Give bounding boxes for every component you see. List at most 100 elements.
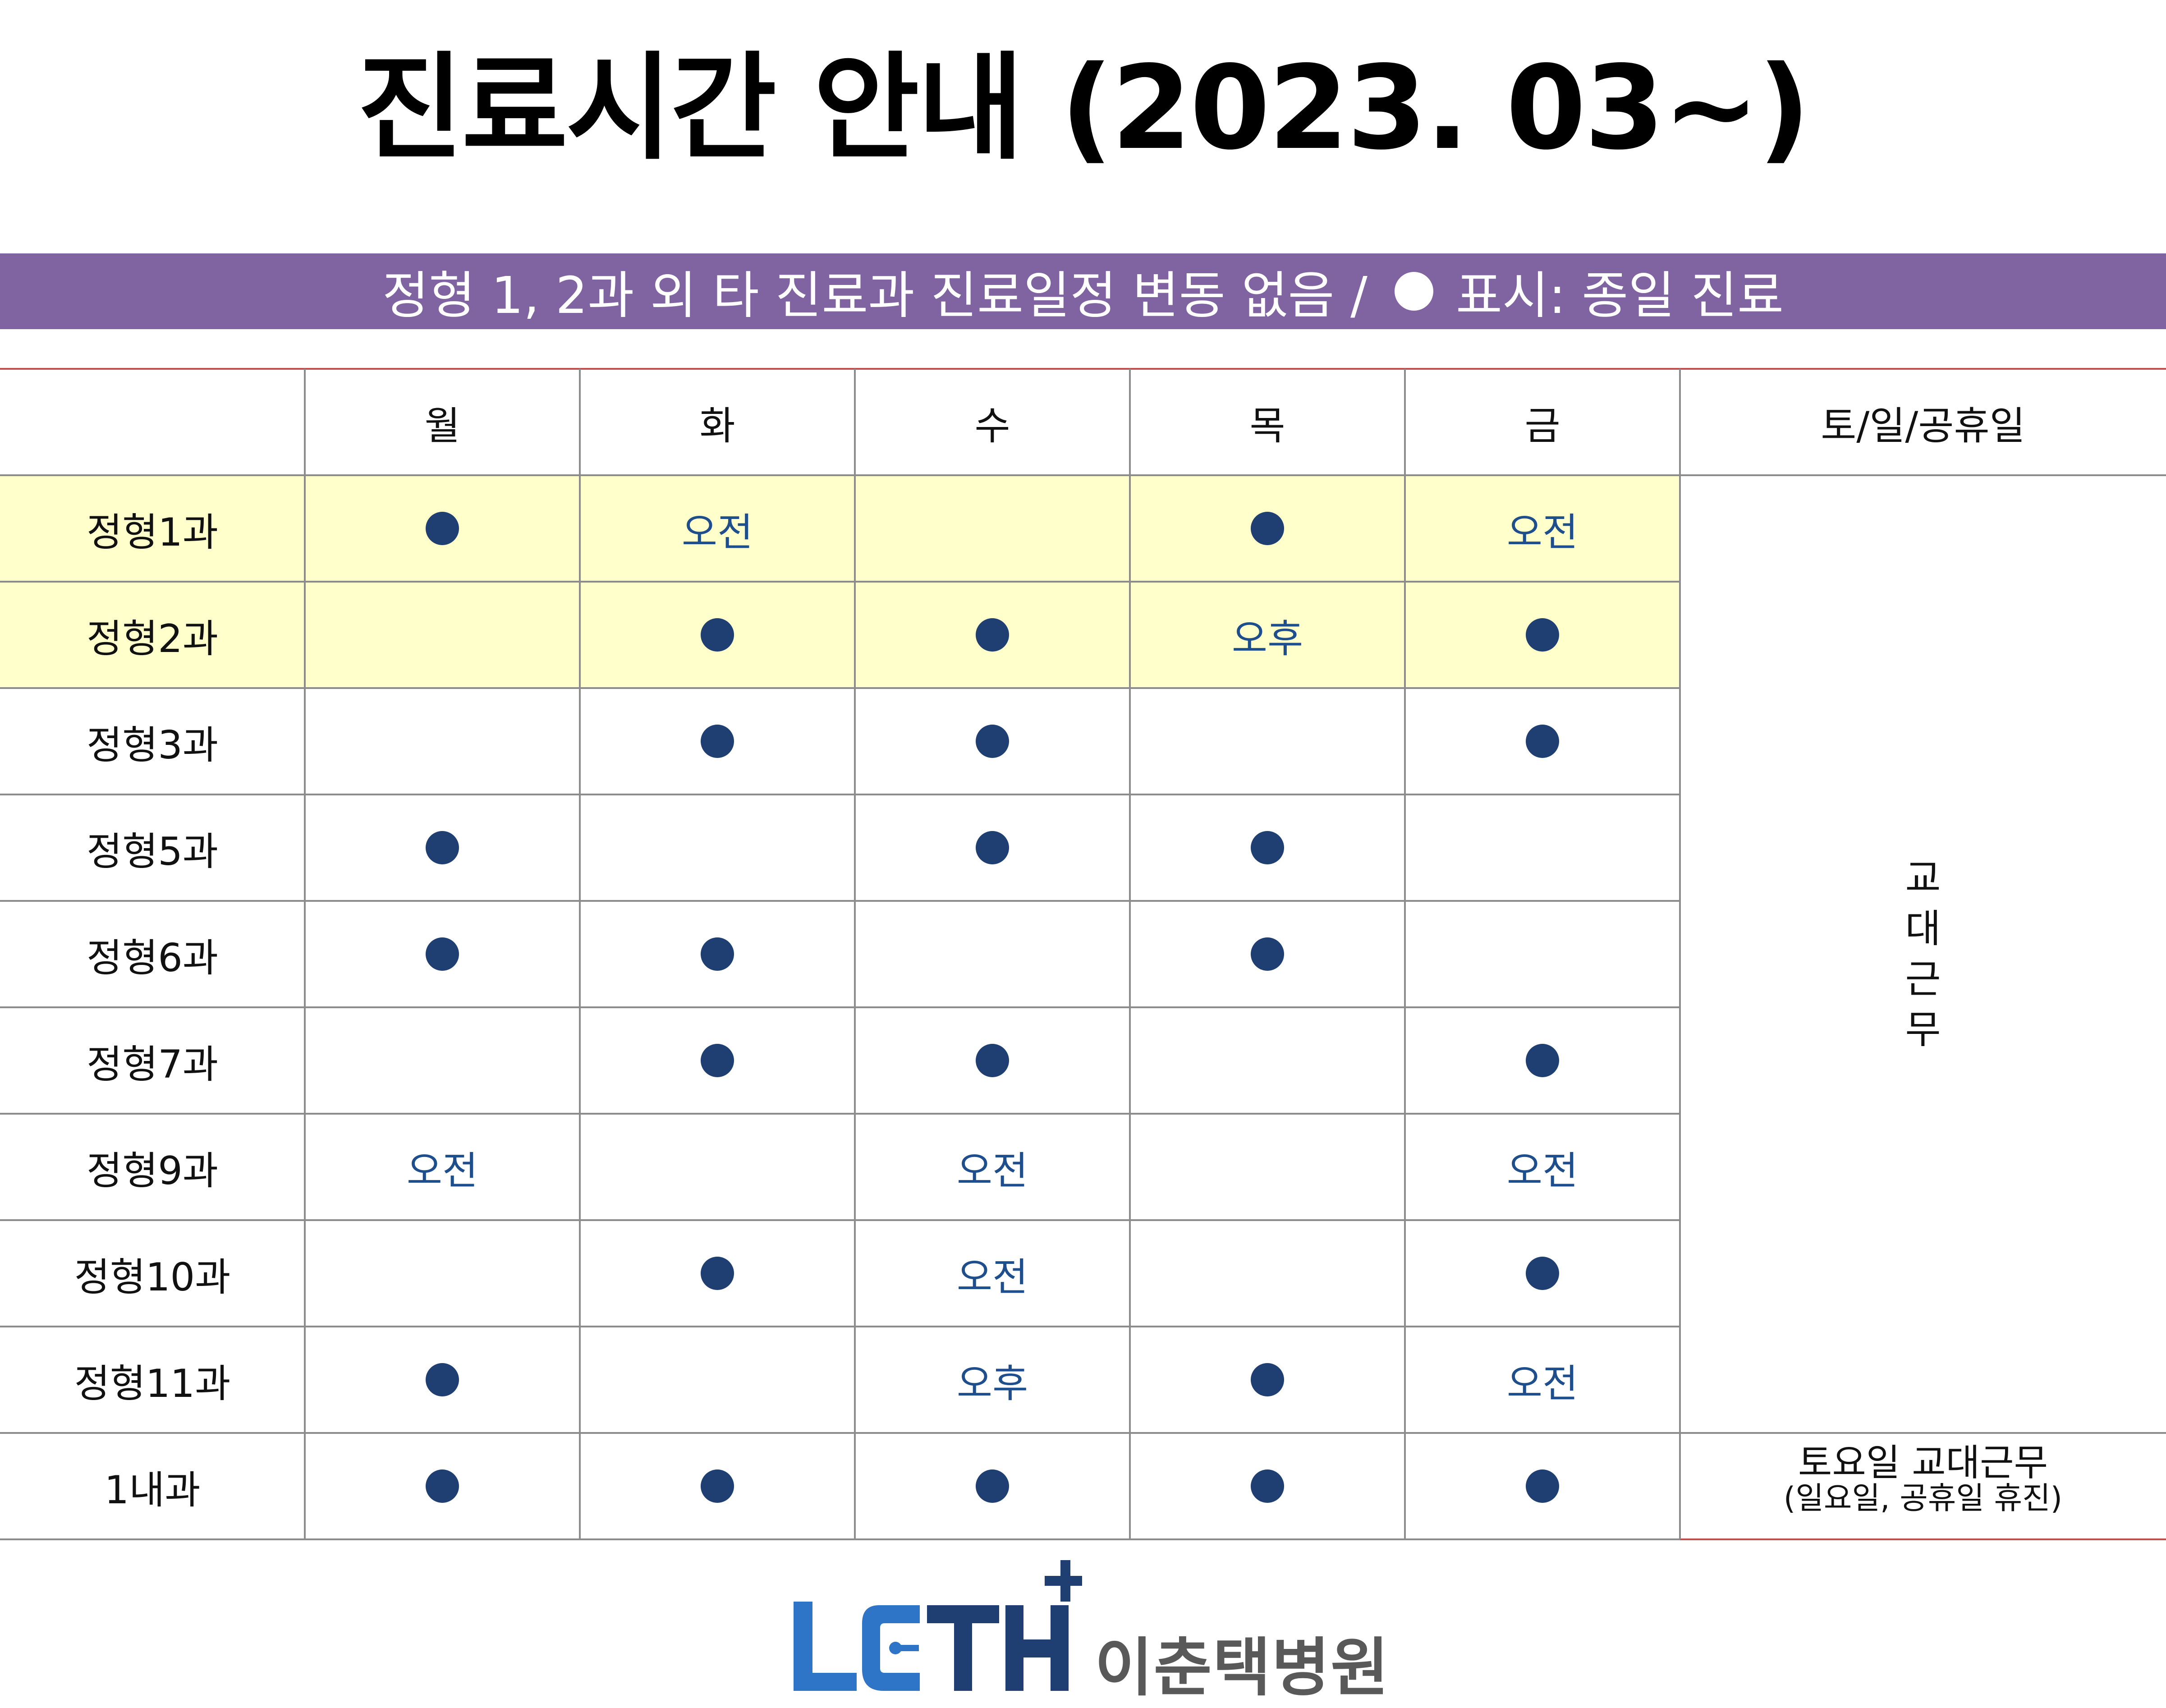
schedule-cell bbox=[580, 794, 855, 901]
session-label: 오후 bbox=[1231, 616, 1303, 661]
column-divider bbox=[1679, 369, 1681, 1539]
schedule-cell bbox=[1130, 1114, 1405, 1220]
row-divider bbox=[0, 581, 1680, 583]
column-divider bbox=[579, 369, 581, 1539]
full-day-dot-icon bbox=[426, 831, 459, 864]
header-cell: 수 bbox=[974, 403, 1010, 449]
header-cell bbox=[0, 369, 305, 475]
session-label: 오전 bbox=[956, 1148, 1028, 1194]
weekend-last-row-note: 토요일 교대근무 (일요일, 공휴일 휴진) bbox=[1680, 1442, 2166, 1517]
weekend-note-line2: (일요일, 공휴일 휴진) bbox=[1783, 1481, 2063, 1517]
header-cell: 토/일/공휴일 bbox=[1821, 403, 2025, 449]
column-divider bbox=[1129, 369, 1131, 1539]
schedule-cell: 오후 bbox=[1130, 582, 1405, 688]
full-day-dot-icon bbox=[1251, 1469, 1284, 1503]
full-day-dot-icon bbox=[701, 725, 734, 758]
schedule-cell bbox=[580, 1433, 855, 1539]
schedule-cell: 오전 bbox=[855, 1114, 1130, 1220]
session-label: 오전 bbox=[1506, 510, 1579, 555]
row-divider bbox=[0, 1326, 1680, 1327]
full-day-dot-icon bbox=[976, 831, 1009, 864]
dept-cell: 1내과 bbox=[104, 1467, 201, 1513]
schedule-cell bbox=[1405, 1220, 1680, 1327]
schedule-cell: 오전 bbox=[855, 1220, 1130, 1327]
schedule-cell bbox=[305, 901, 580, 1007]
session-label: 오전 bbox=[956, 1254, 1028, 1300]
dept-cell: 정형6과 bbox=[86, 935, 219, 981]
schedule-cell bbox=[305, 1327, 580, 1433]
full-day-dot-icon bbox=[1526, 1257, 1559, 1290]
schedule-cell: 오전 bbox=[305, 1114, 580, 1220]
schedule-cell bbox=[855, 582, 1130, 688]
notice-banner: 정형 1, 2과 외 타 진료과 진료일정 변동 없음 / 표시: 종일 진료 bbox=[0, 253, 2166, 329]
header-cell: 월 bbox=[424, 403, 460, 449]
schedule-cell bbox=[305, 688, 580, 794]
schedule-cell bbox=[1405, 582, 1680, 688]
row-divider bbox=[0, 687, 1680, 689]
column-divider bbox=[854, 369, 856, 1539]
schedule-cell bbox=[1130, 1007, 1405, 1114]
weekend-note-char: 근 bbox=[1905, 957, 1941, 1002]
full-day-dot-icon bbox=[426, 1469, 459, 1503]
full-day-dot-icon bbox=[426, 1363, 459, 1396]
dept-cell: 정형7과 bbox=[86, 1042, 219, 1087]
table-top-accent-line bbox=[0, 368, 2166, 370]
session-label: 오후 bbox=[956, 1361, 1028, 1406]
schedule-cell bbox=[1405, 794, 1680, 901]
session-label: 오전 bbox=[406, 1148, 478, 1194]
schedule-cell bbox=[580, 1220, 855, 1327]
column-divider bbox=[1404, 369, 1406, 1539]
page-title: 진료시간 안내 (2023. 03~) bbox=[357, 41, 1811, 175]
header-cell: 화 bbox=[699, 403, 735, 449]
schedule-cell bbox=[1405, 1007, 1680, 1114]
schedule-cell bbox=[855, 794, 1130, 901]
schedule-cell bbox=[580, 688, 855, 794]
schedule-cell bbox=[1130, 688, 1405, 794]
schedule-cell bbox=[1405, 688, 1680, 794]
row-divider bbox=[0, 474, 2166, 476]
schedule-cell: 오전 bbox=[1405, 475, 1680, 582]
schedule-cell bbox=[855, 1433, 1130, 1539]
row-divider bbox=[1680, 1432, 2166, 1434]
schedule-cell bbox=[1405, 1433, 1680, 1539]
dept-cell: 정형3과 bbox=[86, 722, 219, 768]
schedule-cell bbox=[580, 1327, 855, 1433]
full-day-dot-icon bbox=[701, 937, 734, 971]
full-day-dot-icon bbox=[1526, 725, 1559, 758]
column-divider bbox=[304, 369, 306, 1539]
full-day-dot-icon bbox=[1251, 1363, 1284, 1396]
row-divider bbox=[0, 1538, 1680, 1540]
schedule-cell bbox=[1130, 1220, 1405, 1327]
schedule-cell bbox=[1130, 1327, 1405, 1433]
row-divider bbox=[0, 1219, 1680, 1221]
schedule-cell bbox=[305, 1007, 580, 1114]
row-divider bbox=[0, 794, 1680, 795]
full-day-dot-icon bbox=[701, 1257, 734, 1290]
weekend-note-line1: 토요일 교대근무 bbox=[1798, 1442, 2048, 1484]
schedule-cell bbox=[580, 1007, 855, 1114]
full-day-dot-icon bbox=[701, 1469, 734, 1503]
header-cell: 목 bbox=[1249, 403, 1285, 449]
full-day-dot-icon bbox=[701, 1044, 734, 1077]
schedule-cell bbox=[305, 1220, 580, 1327]
schedule-cell bbox=[855, 901, 1130, 1007]
full-day-dot-icon bbox=[1251, 831, 1284, 864]
hospital-name: 이춘택병원 bbox=[1095, 1631, 1390, 1705]
dept-cell: 정형9과 bbox=[86, 1148, 219, 1194]
weekend-note-char: 교 bbox=[1905, 856, 1941, 901]
full-day-dot-icon bbox=[701, 618, 734, 652]
full-day-dot-icon bbox=[426, 512, 459, 545]
schedule-cell bbox=[855, 688, 1130, 794]
full-day-dot-icon bbox=[976, 725, 1009, 758]
row-divider bbox=[0, 1006, 1680, 1008]
schedule-cell bbox=[305, 582, 580, 688]
session-label: 오전 bbox=[1506, 1148, 1579, 1194]
row-divider bbox=[0, 1113, 1680, 1115]
schedule-cell: 오전 bbox=[580, 475, 855, 582]
session-label: 오전 bbox=[1506, 1361, 1579, 1406]
schedule-cell: 오후 bbox=[855, 1327, 1130, 1433]
weekend-note-char: 무 bbox=[1905, 1007, 1941, 1052]
schedule-cell bbox=[305, 794, 580, 901]
full-day-dot-icon bbox=[976, 618, 1009, 652]
